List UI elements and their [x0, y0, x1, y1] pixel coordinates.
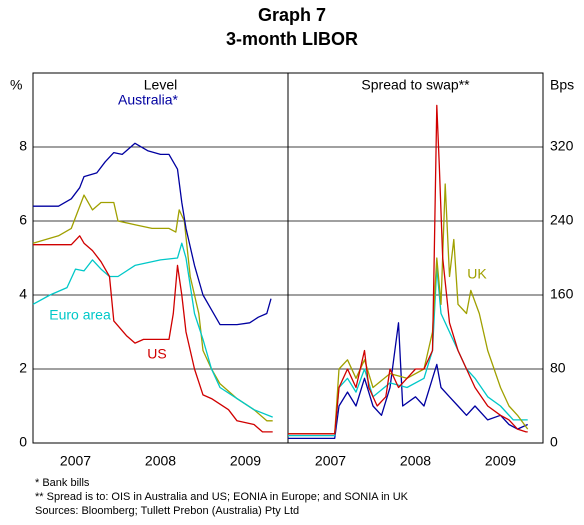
line-series [288, 322, 528, 440]
line-series [33, 235, 273, 433]
y-tick-label: 320 [550, 138, 574, 154]
line-series [32, 242, 273, 418]
line-series [288, 104, 528, 435]
y-tick-label: 240 [550, 212, 574, 228]
y-tick-label: 0 [19, 434, 27, 450]
y-tick-label: 2 [19, 360, 27, 376]
series-label: Australia* [118, 92, 178, 108]
footnote: Sources: Bloomberg; Tullett Prebon (Aust… [35, 505, 299, 517]
y-tick-label: 0 [550, 434, 558, 450]
x-tick-label: 2009 [230, 453, 261, 469]
line-series [32, 194, 273, 422]
y-tick-label: 80 [550, 360, 566, 376]
series-label: UK [467, 266, 487, 282]
x-tick-label: 2007 [60, 453, 91, 469]
line-series [33, 142, 272, 326]
x-tick-label: 2008 [400, 453, 431, 469]
x-tick-label: 2008 [145, 453, 176, 469]
y-tick-label: 8 [19, 138, 27, 154]
panel-title: Level [144, 77, 177, 93]
y-tick-label: 4 [19, 286, 27, 302]
chart-title: Graph 7 [258, 5, 326, 25]
y-tick-label: 6 [19, 212, 27, 228]
y-tick-label: 160 [550, 286, 574, 302]
chart-subtitle: 3-month LIBOR [226, 29, 358, 49]
footnote: * Bank bills [35, 477, 90, 489]
x-tick-label: 2009 [485, 453, 516, 469]
series-label: US [147, 346, 166, 362]
footnote: ** Spread is to: OIS in Australia and US… [35, 491, 409, 503]
series-label: Euro area [49, 307, 111, 323]
x-tick-label: 2007 [315, 453, 346, 469]
y-axis-label: % [10, 77, 22, 93]
line-series [288, 183, 529, 435]
y-axis-label: Bps [550, 77, 574, 93]
line-series [288, 266, 528, 437]
panel-title: Spread to swap** [361, 77, 470, 93]
